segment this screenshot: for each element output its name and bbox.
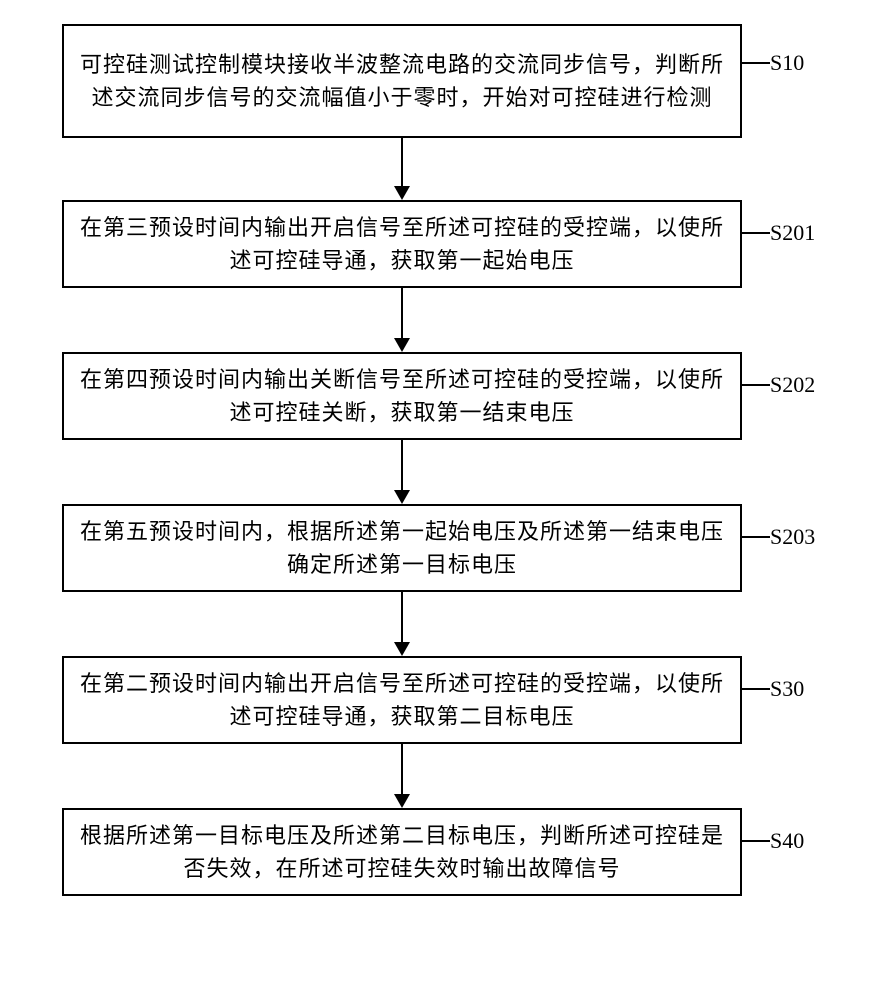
flow-arrow: [401, 440, 403, 490]
label-connector: [742, 536, 770, 538]
flow-arrow: [401, 744, 403, 794]
flowchart-step: 在第三预设时间内输出开启信号至所述可控硅的受控端，以使所述可控硅导通，获取第一起…: [62, 200, 742, 288]
step-text: 在第三预设时间内输出开启信号至所述可控硅的受控端，以使所述可控硅导通，获取第一起…: [80, 211, 724, 277]
step-text: 根据所述第一目标电压及所述第二目标电压，判断所述可控硅是否失效，在所述可控硅失效…: [80, 819, 724, 885]
step-label: S202: [770, 372, 815, 398]
label-connector: [742, 62, 770, 64]
flowchart-step: 可控硅测试控制模块接收半波整流电路的交流同步信号，判断所述交流同步信号的交流幅值…: [62, 24, 742, 138]
label-connector: [742, 384, 770, 386]
step-label: S30: [770, 676, 804, 702]
label-connector: [742, 688, 770, 690]
step-text: 在第五预设时间内，根据所述第一起始电压及所述第一结束电压确定所述第一目标电压: [80, 515, 724, 581]
flowchart-step: 在第四预设时间内输出关断信号至所述可控硅的受控端，以使所述可控硅关断，获取第一结…: [62, 352, 742, 440]
flowchart-step: 在第二预设时间内输出开启信号至所述可控硅的受控端，以使所述可控硅导通，获取第二目…: [62, 656, 742, 744]
label-connector: [742, 840, 770, 842]
step-text: 在第二预设时间内输出开启信号至所述可控硅的受控端，以使所述可控硅导通，获取第二目…: [80, 667, 724, 733]
label-connector: [742, 232, 770, 234]
step-label: S203: [770, 524, 815, 550]
arrow-head-icon: [394, 186, 410, 200]
flowchart-step: 在第五预设时间内，根据所述第一起始电压及所述第一结束电压确定所述第一目标电压: [62, 504, 742, 592]
step-text: 在第四预设时间内输出关断信号至所述可控硅的受控端，以使所述可控硅关断，获取第一结…: [80, 363, 724, 429]
arrow-head-icon: [394, 642, 410, 656]
step-text: 可控硅测试控制模块接收半波整流电路的交流同步信号，判断所述交流同步信号的交流幅值…: [80, 48, 724, 114]
step-label: S40: [770, 828, 804, 854]
step-label: S201: [770, 220, 815, 246]
arrow-head-icon: [394, 794, 410, 808]
flow-arrow: [401, 138, 403, 186]
flowchart-step: 根据所述第一目标电压及所述第二目标电压，判断所述可控硅是否失效，在所述可控硅失效…: [62, 808, 742, 896]
flow-arrow: [401, 592, 403, 642]
step-label: S10: [770, 50, 804, 76]
flowchart-canvas: 可控硅测试控制模块接收半波整流电路的交流同步信号，判断所述交流同步信号的交流幅值…: [0, 0, 873, 1000]
arrow-head-icon: [394, 338, 410, 352]
flow-arrow: [401, 288, 403, 338]
arrow-head-icon: [394, 490, 410, 504]
